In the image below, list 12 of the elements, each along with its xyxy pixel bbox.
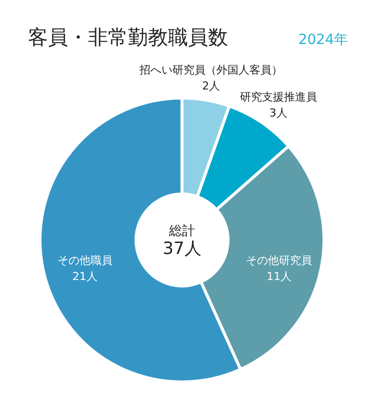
chart-subtitle: 2024年 xyxy=(298,32,348,48)
data-label: 21人 xyxy=(72,270,98,283)
data-label: 3人 xyxy=(269,106,288,120)
slice-label: 招へい研究員（外国人客員） xyxy=(138,63,283,76)
text: 37人 xyxy=(162,239,202,259)
data-label: 11人 xyxy=(266,270,292,283)
slice-label: 研究支援推進員 xyxy=(240,90,317,104)
slice-label: その他職員 xyxy=(57,254,112,267)
text: 総計 xyxy=(168,224,195,239)
chart-title: 客員・非常勤教職員数 xyxy=(28,25,228,49)
data-label: 2人 xyxy=(202,79,220,92)
slice-label: その他研究員 xyxy=(246,254,312,267)
